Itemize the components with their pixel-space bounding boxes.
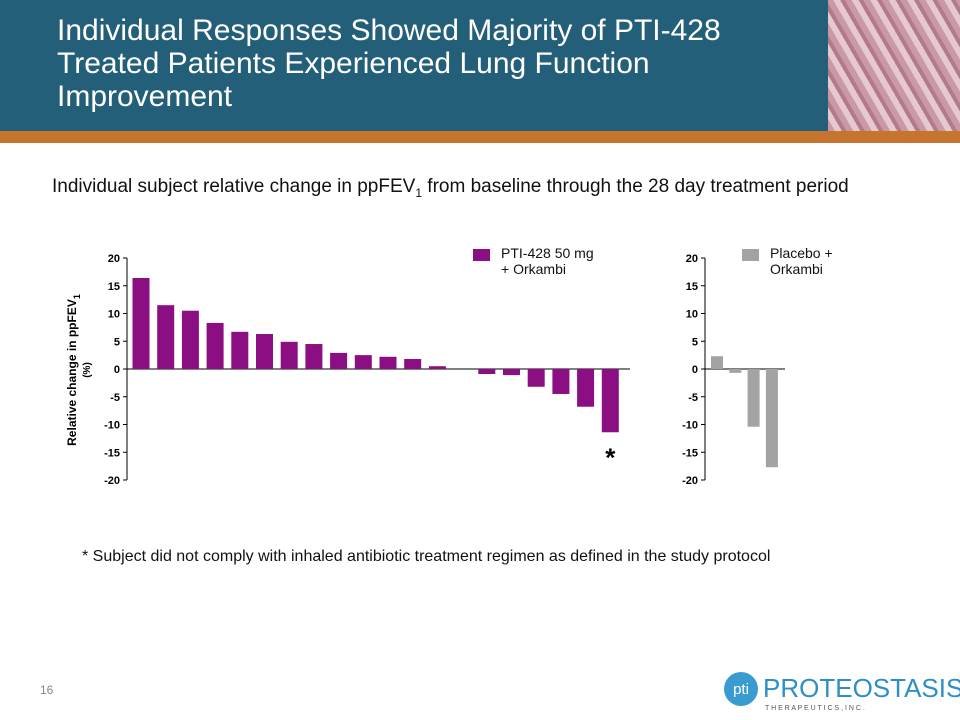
bar (428, 366, 446, 369)
bar (729, 369, 742, 373)
legend-swatch (473, 249, 490, 261)
bar (404, 359, 422, 369)
bar (379, 356, 397, 369)
bar (765, 369, 778, 468)
y-tick-label: 15 (108, 281, 120, 293)
bar (552, 369, 570, 394)
bar (711, 356, 723, 369)
bar (231, 331, 249, 369)
bar (478, 369, 496, 374)
y-tick-label: 5 (114, 336, 120, 348)
logo-name: PROTEOSTASIS (763, 673, 960, 703)
y-tick-label: 20 (108, 253, 120, 265)
y-tick-label: 0 (692, 364, 698, 376)
bar (157, 305, 175, 369)
y-tick-label: -5 (110, 392, 120, 404)
subtitle-text: from baseline through the 28 day treatme… (422, 176, 849, 197)
y-axis-label-text: Relative change in ppFEV (65, 299, 79, 446)
annotation: * (605, 442, 616, 472)
subtitle-sub: 1 (415, 185, 423, 200)
slide-title: Individual Responses Showed Majority of … (57, 14, 721, 113)
y-axis-unit: (%) (82, 362, 93, 378)
y-axis-label: Relative change in ppFEV1 (65, 294, 82, 446)
bar (330, 352, 348, 369)
header-stripe (0, 131, 960, 143)
header-image (828, 0, 960, 131)
logo-tagline: T H E R A P E U T I C S , I N C . (765, 705, 865, 712)
footnote: * Subject did not comply with inhaled an… (82, 548, 771, 565)
legend-swatch (742, 249, 759, 261)
y-tick-label: 10 (108, 309, 120, 321)
bar (305, 344, 323, 369)
y-tick-label: -20 (104, 475, 120, 487)
y-tick-label: 5 (692, 336, 698, 348)
bar (280, 341, 298, 369)
y-tick-label: 15 (686, 281, 698, 293)
bar (256, 334, 273, 369)
y-axis-title: Relative change in ppFEV1 (%) (65, 294, 93, 446)
bar (354, 355, 372, 369)
y-tick-label: 20 (686, 253, 698, 265)
y-tick-label: -20 (682, 475, 698, 487)
page-number: 16 (40, 683, 54, 697)
header-bar (0, 0, 960, 131)
legend-label: Placebo + Orkambi (770, 245, 833, 277)
legend-label: PTI-428 50 mg + Orkambi (501, 245, 594, 277)
logo-mark: pti (733, 681, 749, 698)
bar (747, 369, 760, 427)
y-tick-label: -10 (104, 420, 120, 432)
bar (181, 310, 199, 369)
y-tick-label: 0 (114, 364, 120, 376)
subtitle: Individual subject relative change in pp… (52, 176, 849, 200)
y-tick-label: -10 (682, 420, 698, 432)
y-axis-label-sub: 1 (72, 294, 82, 299)
bar (132, 277, 150, 369)
bar (527, 369, 545, 387)
bar (577, 369, 595, 407)
bar (503, 369, 520, 376)
logo-mark-bg (724, 672, 758, 706)
y-tick-label: -15 (682, 447, 698, 459)
bar (206, 322, 224, 369)
y-tick-label: 10 (686, 309, 698, 321)
bar (601, 369, 619, 433)
y-tick-label: -15 (104, 447, 120, 459)
subtitle-text: Individual subject relative change in pp… (52, 176, 416, 197)
y-tick-label: -5 (688, 392, 698, 404)
